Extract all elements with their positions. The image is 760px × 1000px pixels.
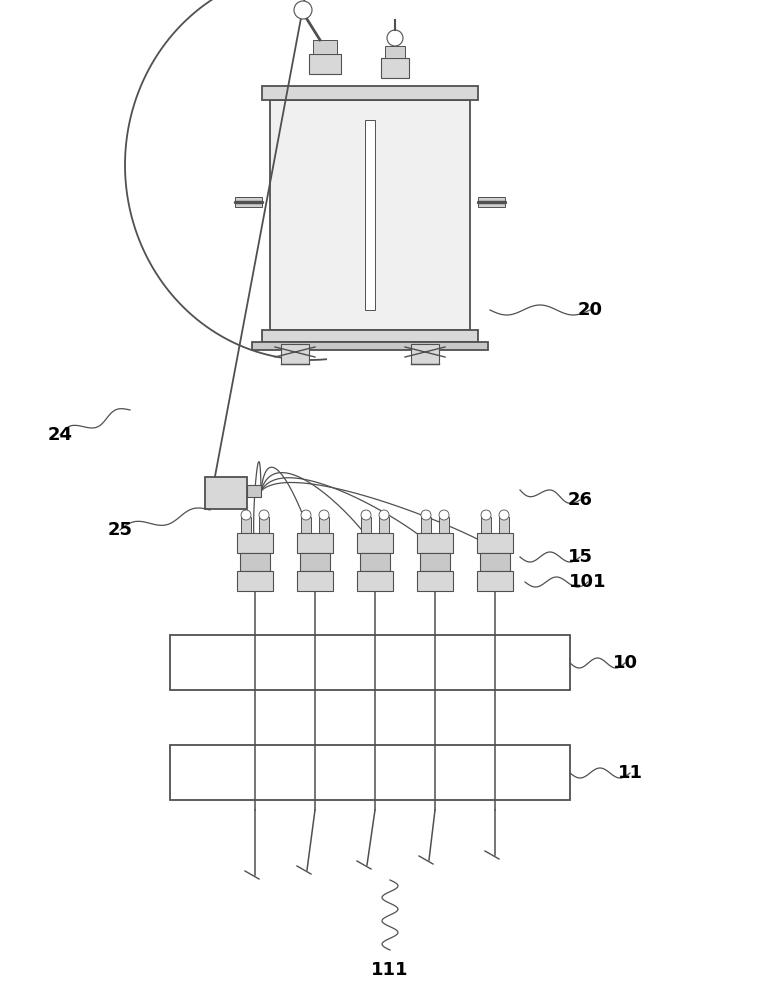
Bar (262, 330, 478, 342)
Bar (357, 533, 393, 553)
Bar (259, 517, 269, 533)
Bar (237, 571, 273, 591)
Bar (417, 533, 453, 553)
Bar (420, 553, 450, 571)
Bar (205, 477, 247, 509)
Bar (240, 553, 270, 571)
Circle shape (421, 510, 431, 520)
Circle shape (481, 510, 491, 520)
Circle shape (241, 510, 251, 520)
Bar (477, 533, 513, 553)
Bar (301, 517, 311, 533)
Circle shape (387, 30, 403, 46)
Text: 101: 101 (569, 573, 606, 591)
Bar (247, 485, 261, 497)
Text: 25: 25 (107, 521, 132, 539)
Bar (270, 100, 470, 330)
Text: 111: 111 (371, 961, 409, 979)
Text: 20: 20 (578, 301, 603, 319)
Text: 15: 15 (568, 548, 593, 566)
Circle shape (439, 510, 449, 520)
Bar (300, 553, 330, 571)
Bar (439, 517, 449, 533)
Bar (262, 86, 478, 100)
Bar (170, 635, 570, 690)
Bar (477, 571, 513, 591)
Bar (361, 517, 371, 533)
Bar (499, 517, 509, 533)
Bar (478, 197, 505, 207)
Text: 26: 26 (568, 491, 593, 509)
Text: 10: 10 (613, 654, 638, 672)
Bar (381, 58, 409, 78)
Circle shape (301, 510, 311, 520)
Bar (480, 553, 510, 571)
Circle shape (294, 1, 312, 19)
Circle shape (361, 510, 371, 520)
Bar (235, 197, 262, 207)
Bar (281, 344, 309, 364)
Bar (385, 46, 405, 58)
Circle shape (499, 510, 509, 520)
Circle shape (259, 510, 269, 520)
Text: 24: 24 (47, 426, 72, 444)
Bar (417, 571, 453, 591)
Text: 11: 11 (617, 764, 642, 782)
Bar (241, 517, 251, 533)
Bar (237, 533, 273, 553)
Bar (421, 517, 431, 533)
Bar (252, 342, 488, 350)
Bar (357, 571, 393, 591)
Bar (360, 553, 390, 571)
Circle shape (379, 510, 389, 520)
Bar (319, 517, 329, 533)
Bar (297, 571, 333, 591)
Circle shape (319, 510, 329, 520)
Bar (297, 533, 333, 553)
Bar (411, 344, 439, 364)
Bar (170, 745, 570, 800)
Bar (313, 40, 337, 54)
Bar (379, 517, 389, 533)
Bar (365, 120, 375, 310)
Bar (309, 54, 341, 74)
Bar (481, 517, 491, 533)
